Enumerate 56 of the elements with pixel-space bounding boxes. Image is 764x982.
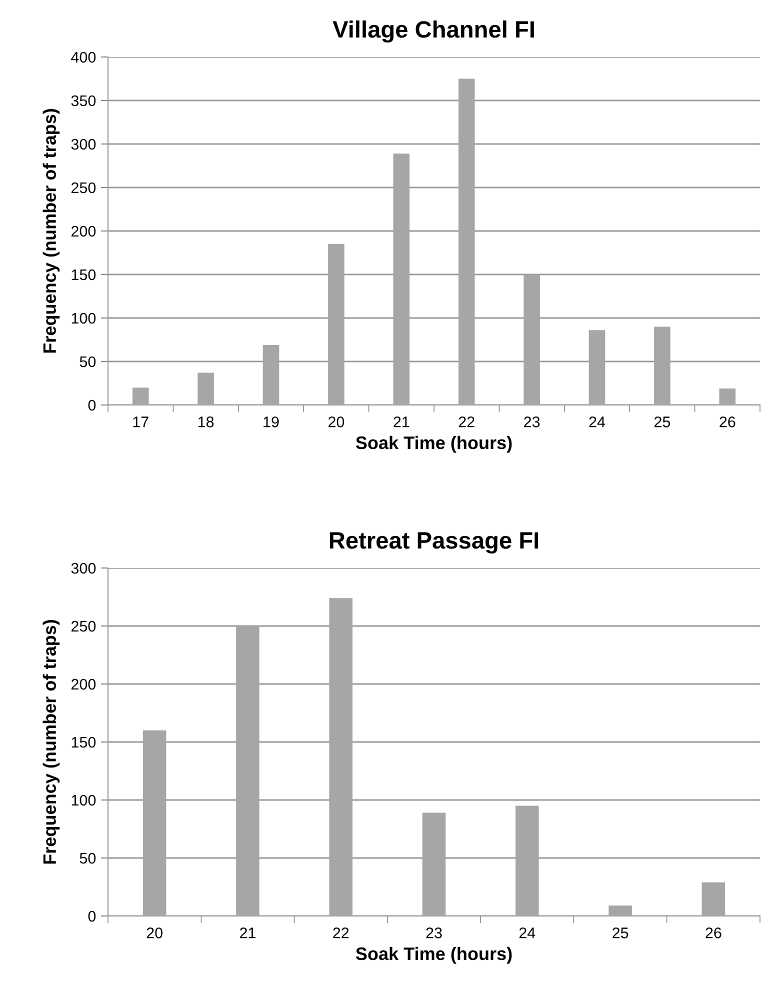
- x-tick-label: 23: [524, 416, 540, 428]
- bar: [516, 806, 539, 916]
- bar: [422, 812, 446, 916]
- y-tick-label: 200: [71, 678, 96, 690]
- y-tick-label: 200: [71, 226, 96, 237]
- y-tick-label: 100: [72, 312, 96, 324]
- y-tick-label: 50: [80, 852, 96, 864]
- bar: [142, 730, 166, 916]
- x-tick-label: 23: [426, 928, 442, 938]
- y-tick-label: 150: [72, 269, 96, 280]
- bar: [262, 344, 280, 405]
- y-tick-label: 100: [72, 794, 96, 806]
- chart-title: Retreat Passage FI: [330, 532, 538, 554]
- bar: [719, 388, 736, 405]
- y-axis-title: Frequency (number of traps): [42, 620, 60, 864]
- x-tick-label: 21: [240, 928, 256, 938]
- y-tick-label: 400: [71, 52, 96, 63]
- bar: [654, 326, 670, 405]
- bar: [236, 626, 260, 916]
- x-tick-label: 26: [720, 416, 736, 428]
- x-tick-label: 22: [458, 416, 474, 428]
- bar: [524, 274, 540, 405]
- y-tick-label: 0: [88, 910, 96, 922]
- x-tick-label: 20: [328, 416, 344, 428]
- bar: [328, 244, 344, 405]
- y-tick-label: 300: [71, 138, 96, 150]
- y-tick-label: 250: [71, 182, 96, 194]
- y-axis-title: Frequency (number of traps): [42, 108, 60, 353]
- x-tick-label: 18: [198, 416, 214, 428]
- bar: [132, 388, 149, 405]
- bar: [329, 598, 352, 916]
- y-tick-label: 50: [80, 356, 96, 368]
- bar: [393, 154, 410, 405]
- x-axis-title: Soak Time (hours): [356, 946, 512, 964]
- x-tick-label: 20: [146, 928, 162, 938]
- x-tick-label: 19: [264, 416, 279, 428]
- x-tick-label: 25: [654, 416, 670, 428]
- x-tick-label: 24: [519, 928, 536, 938]
- x-tick-label: 24: [589, 416, 606, 428]
- bar: [458, 78, 475, 405]
- x-tick-label: 21: [394, 416, 410, 428]
- bar: [608, 906, 632, 916]
- chart-title: Village Channel FI: [332, 20, 534, 43]
- y-tick-label: 150: [72, 736, 96, 748]
- y-tick-label: 350: [71, 95, 96, 106]
- x-tick-label: 22: [333, 928, 349, 938]
- x-tick-label: 25: [612, 928, 628, 938]
- y-tick-label: 0: [88, 400, 96, 411]
- bar: [588, 330, 606, 405]
- y-tick-label: 250: [71, 620, 96, 632]
- x-tick-label: 17: [133, 416, 148, 428]
- x-tick-label: 26: [706, 928, 722, 938]
- x-axis-title: Soak Time (hours): [356, 436, 512, 453]
- bar: [198, 372, 214, 405]
- bar: [702, 882, 726, 916]
- y-tick-label: 300: [71, 562, 96, 574]
